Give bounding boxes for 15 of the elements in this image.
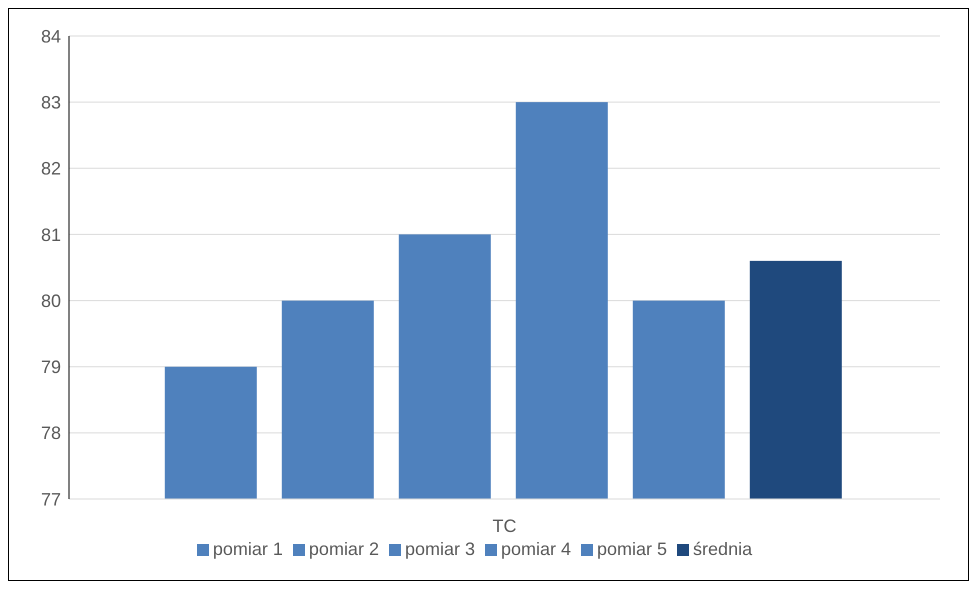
legend-label: pomiar 1 [212,539,283,559]
legend-label: średnia [693,539,752,559]
y-tick-label: 77 [40,489,61,510]
y-tick-label: 84 [40,26,61,46]
legend-label: pomiar 3 [404,539,475,559]
y-tick-label: 82 [40,158,61,179]
y-tick-label: 81 [40,224,61,245]
legend-label: pomiar 4 [500,539,572,559]
y-tick-label: 79 [40,357,61,378]
x-tick-label: TC [492,516,516,536]
legend-label: pomiar 5 [597,539,668,559]
y-tick-label: 78 [40,423,61,444]
y-tick-label: 83 [40,92,61,113]
legend-label: pomiar 2 [308,539,379,559]
y-tick-label: 80 [40,290,61,311]
